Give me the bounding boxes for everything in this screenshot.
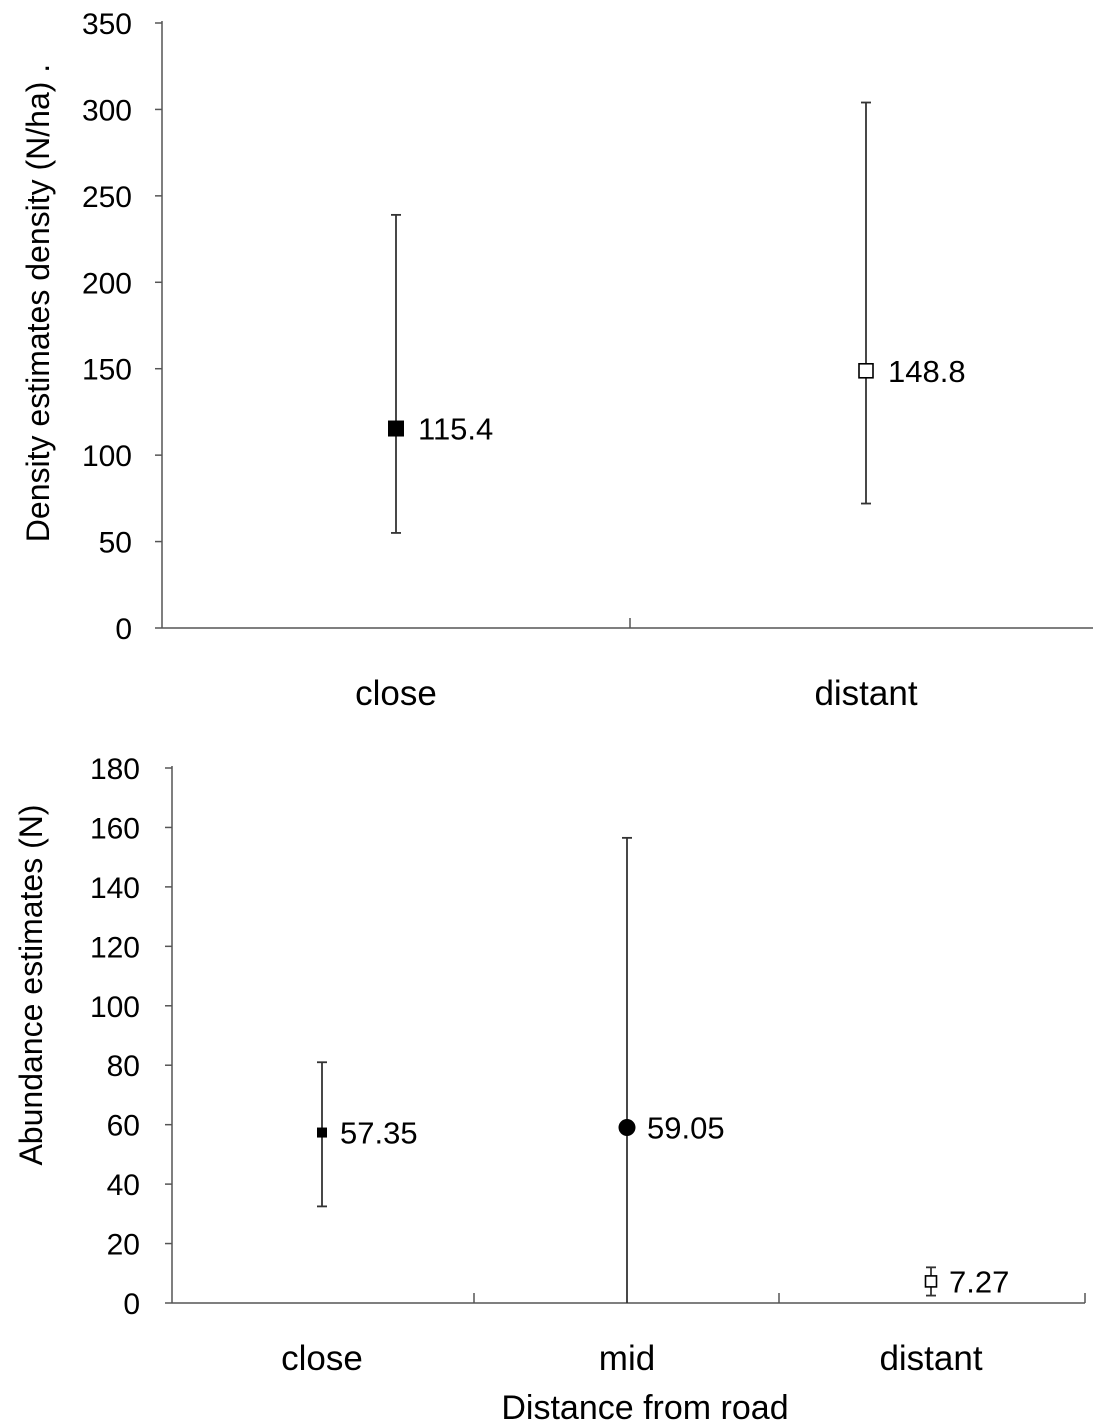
data-point-marker — [388, 420, 404, 437]
y-tick-label: 40 — [107, 1169, 140, 1202]
abundance-panel: Abundance estimates (N) Distance from ro… — [13, 753, 1086, 1426]
error-bar — [391, 213, 401, 534]
data-point-marker — [858, 362, 874, 379]
data-label: 59.05 — [647, 1110, 725, 1145]
data-label: 115.4 — [418, 412, 493, 447]
density-panel: Density estimates density (N/ha) . 0 50 10… — [20, 8, 1093, 713]
x-tick-label: close — [355, 674, 437, 713]
y-tick-label: 80 — [107, 1050, 140, 1083]
y-tick-label: 140 — [90, 872, 140, 905]
y-tick-label: 200 — [82, 267, 132, 300]
error-bar — [622, 836, 632, 1303]
abundance-x-axis-label: Distance from road — [501, 1389, 788, 1426]
y-tick-label: 120 — [90, 931, 140, 964]
y-tick-label: 20 — [107, 1229, 140, 1262]
data-point-marker — [317, 1127, 327, 1138]
y-tick-label: 350 — [82, 8, 132, 41]
abundance-y-axis-label: Abundance estimates (N) — [13, 804, 49, 1165]
y-tick-label: 100 — [90, 991, 140, 1024]
data-point-marker — [924, 1275, 938, 1288]
density-y-axis-label: Density estimates density (N/ha) . — [20, 64, 56, 542]
y-tick-label: 0 — [123, 1288, 140, 1321]
y-tick-label: 250 — [82, 181, 132, 214]
y-tick-label: 160 — [90, 812, 140, 845]
data-label: 148.8 — [888, 354, 966, 389]
y-tick-label: 150 — [82, 354, 132, 387]
data-label: 7.27 — [949, 1264, 1009, 1299]
data-point-marker — [618, 1118, 636, 1136]
x-tick-label: distant — [879, 1339, 982, 1378]
error-bar — [861, 101, 871, 505]
data-label: 57.35 — [340, 1116, 418, 1151]
y-tick-label: 100 — [82, 440, 132, 473]
y-tick-label: 50 — [99, 527, 132, 560]
x-tick-label: close — [281, 1339, 363, 1378]
y-tick-label: 180 — [90, 753, 140, 786]
y-tick-label: 60 — [107, 1110, 140, 1143]
x-tick-label: distant — [814, 674, 917, 713]
y-tick-label: 300 — [82, 94, 132, 127]
x-tick-label: mid — [599, 1339, 655, 1378]
y-tick-label: 0 — [115, 613, 132, 646]
